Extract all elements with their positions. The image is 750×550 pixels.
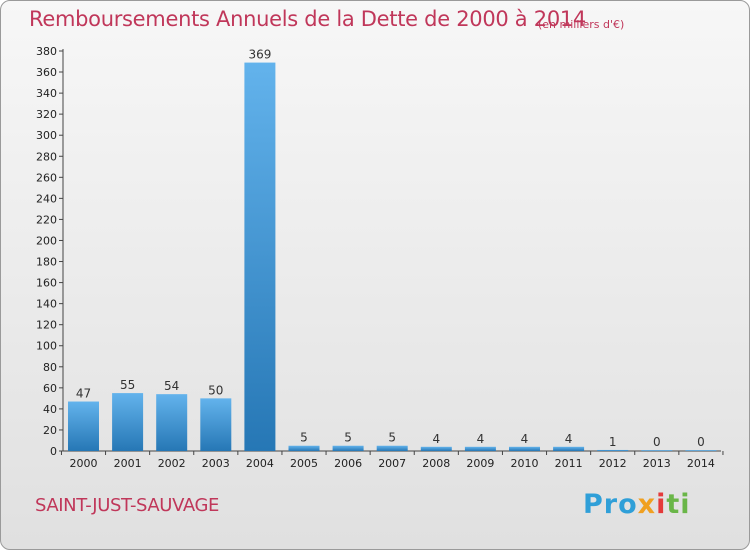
- x-tick-label: 2005: [290, 457, 318, 470]
- logo-part-4: ti: [666, 489, 691, 520]
- proxiti-logo[interactable]: Proxiti: [583, 489, 691, 520]
- value-label-2010: 4: [521, 432, 529, 446]
- value-label-2004: 369: [248, 48, 271, 62]
- bar-2014: [685, 450, 717, 451]
- y-tick-label: 320: [36, 108, 57, 121]
- bar-2010: [509, 446, 540, 451]
- y-tick-label: 340: [36, 87, 57, 100]
- x-tick-label: 2006: [334, 457, 362, 470]
- bar-2005: [288, 445, 320, 451]
- y-tick-label: 300: [36, 129, 57, 142]
- chart-subtitle: (en milliers d'€): [538, 18, 625, 31]
- x-tick-label: 2010: [511, 457, 539, 470]
- value-label-2005: 5: [300, 431, 308, 445]
- bar-2003: [200, 398, 232, 451]
- x-tick-label: 2007: [378, 457, 406, 470]
- value-label-2011: 4: [565, 432, 573, 446]
- value-label-2008: 4: [432, 432, 440, 446]
- value-label-2003: 50: [208, 383, 223, 397]
- x-tick-label: 2013: [643, 457, 671, 470]
- x-tick-label: 2004: [246, 457, 274, 470]
- y-tick-label: 380: [36, 45, 57, 58]
- x-axis: 2000 2001 2002 2003 2004 2005 2006 2007 2008 2009…: [60, 450, 724, 470]
- x-tick-label: 2008: [422, 457, 450, 470]
- bars: [68, 62, 717, 451]
- value-label-2013: 0: [653, 435, 661, 449]
- y-tick-label: 200: [36, 234, 57, 247]
- y-tick-label: 160: [36, 277, 57, 290]
- y-tick-label: 260: [36, 171, 57, 184]
- y-tick-label: 20: [43, 424, 57, 437]
- y-axis: 0 20 40 60 80 100 120 140 160 180 200 220 240 260 280 3…: [36, 45, 64, 458]
- bar-2009: [464, 446, 496, 451]
- value-label-2006: 5: [344, 431, 352, 445]
- bar-2007: [376, 445, 408, 451]
- y-tick-label: 360: [36, 66, 57, 79]
- bar-2004: [244, 62, 276, 451]
- logo-part-1: Pro: [583, 489, 638, 520]
- value-label-2000: 47: [76, 387, 91, 401]
- x-tick-label: 2011: [555, 457, 583, 470]
- x-tick-label: 2012: [599, 457, 627, 470]
- x-tick-label: 2000: [70, 457, 98, 470]
- bar-2002: [156, 394, 188, 451]
- commune-name: SAINT-JUST-SAUVAGE: [35, 495, 219, 516]
- y-tick-label: 0: [50, 445, 57, 458]
- bar-2008: [420, 446, 452, 451]
- value-label-2014: 0: [697, 435, 705, 449]
- value-label-2007: 5: [388, 431, 396, 445]
- logo-part-3: i: [656, 489, 667, 520]
- value-label-2009: 4: [477, 432, 485, 446]
- y-tick-label: 180: [36, 256, 57, 269]
- bar-2006: [332, 445, 364, 451]
- y-tick-label: 220: [36, 213, 57, 226]
- y-tick-label: 240: [36, 192, 57, 205]
- bar-2011: [553, 446, 585, 451]
- chart-title: Remboursements Annuels de la Dette de 20…: [29, 7, 586, 31]
- bar-2012: [597, 449, 629, 451]
- logo-part-2: x: [637, 489, 657, 520]
- bar-2001: [112, 393, 144, 451]
- bar-2000: [68, 401, 99, 451]
- y-tick-label: 80: [43, 361, 57, 374]
- x-tick-label: 2003: [202, 457, 230, 470]
- y-tick-label: 280: [36, 150, 57, 163]
- x-tick-label: 2002: [158, 457, 186, 470]
- x-tick-label: 2009: [466, 457, 494, 470]
- y-tick-label: 40: [43, 403, 57, 416]
- value-label-2001: 55: [120, 378, 135, 392]
- x-tick-label: 2014: [687, 457, 715, 470]
- bar-2013: [641, 450, 673, 451]
- value-label-2012: 1: [609, 435, 617, 449]
- x-tick-label: 2001: [114, 457, 142, 470]
- y-tick-label: 60: [43, 382, 57, 395]
- value-label-2002: 54: [164, 379, 179, 393]
- y-tick-label: 100: [36, 340, 57, 353]
- y-tick-label: 140: [36, 298, 57, 311]
- y-tick-label: 120: [36, 319, 57, 332]
